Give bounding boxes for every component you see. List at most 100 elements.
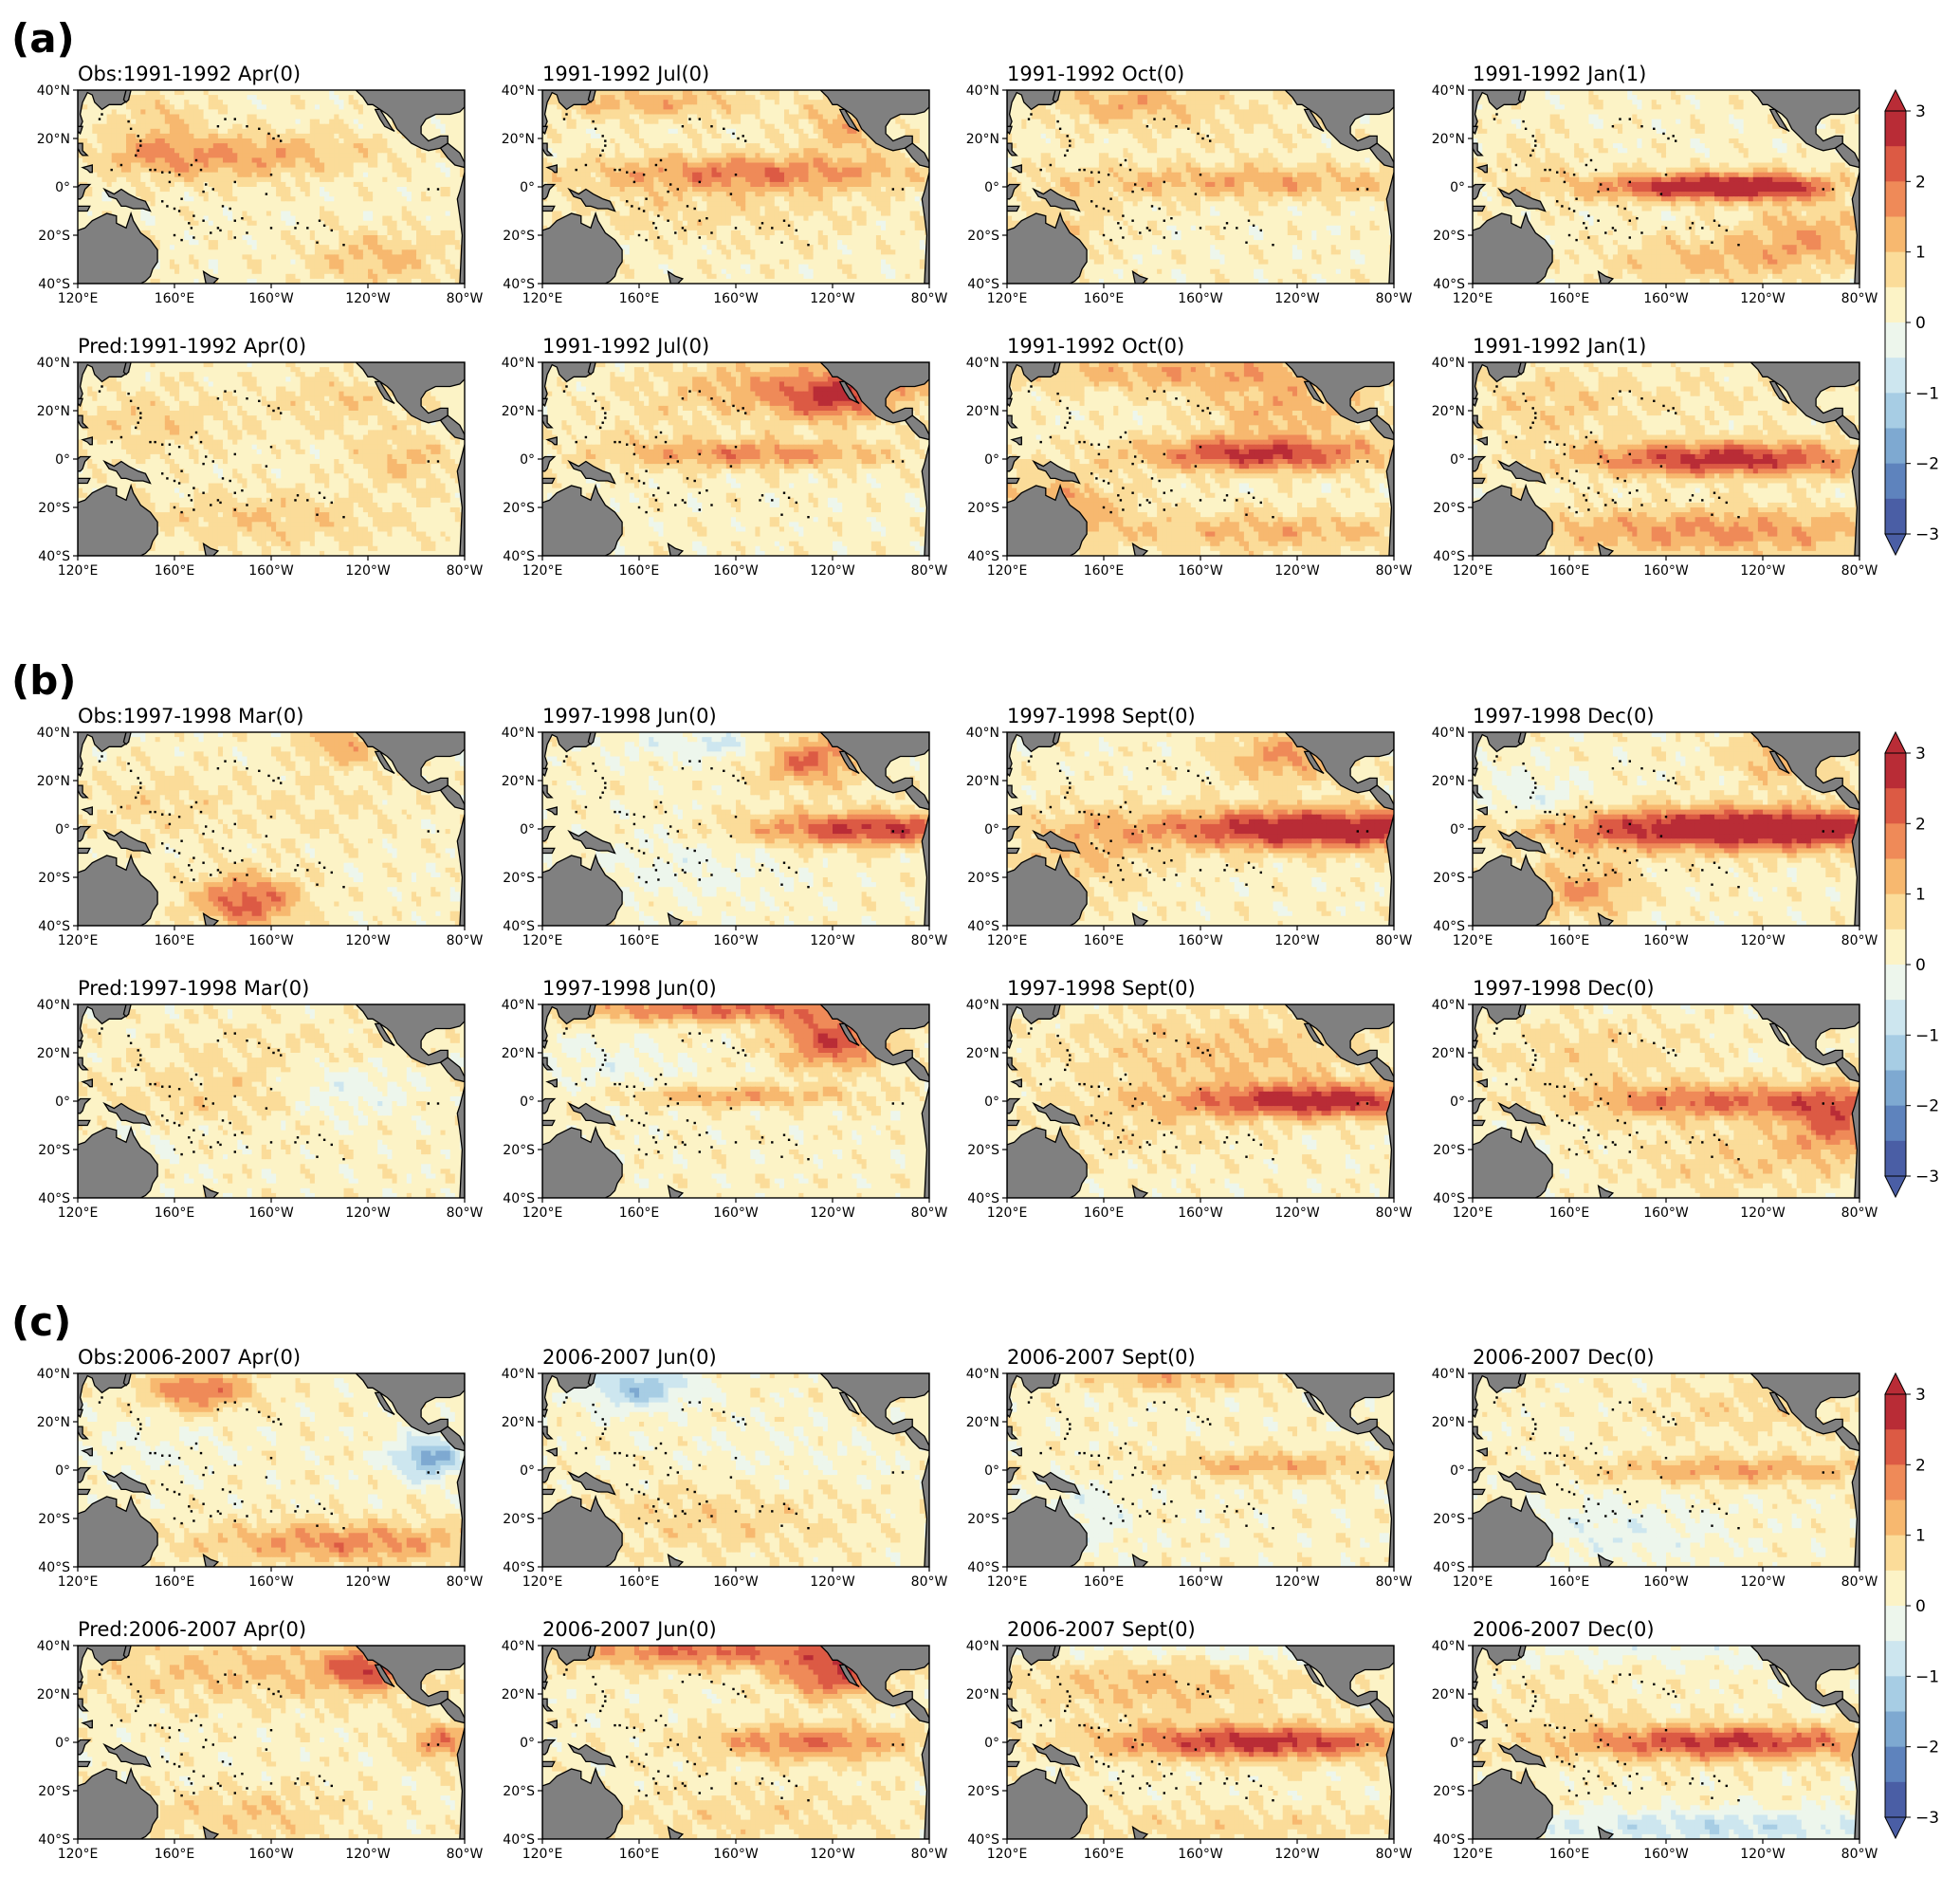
y-tick-label: 40°S bbox=[967, 277, 999, 292]
island-dot bbox=[1607, 1102, 1609, 1104]
island-dot bbox=[1597, 1134, 1599, 1136]
island-dot bbox=[1207, 407, 1209, 409]
island-dot bbox=[1665, 227, 1667, 229]
island-dot bbox=[1109, 1481, 1111, 1483]
island-dot bbox=[1662, 1416, 1664, 1418]
island-dot bbox=[1090, 1114, 1092, 1116]
island-dot bbox=[270, 1510, 272, 1512]
island-dot bbox=[154, 441, 156, 443]
land-mass bbox=[1007, 1489, 1019, 1494]
island-dot bbox=[270, 816, 272, 818]
y-tick-label: 0° bbox=[1450, 822, 1465, 837]
island-dot bbox=[127, 763, 129, 764]
island-dot bbox=[1260, 872, 1262, 874]
island-dot bbox=[1660, 1107, 1662, 1109]
island-dot bbox=[1530, 1438, 1531, 1440]
island-dot bbox=[1236, 1782, 1237, 1784]
colorbar-tick-label: −1 bbox=[1915, 1667, 1939, 1686]
island-dot bbox=[1604, 1515, 1606, 1517]
x-tick-label: 120°W bbox=[1274, 1574, 1320, 1590]
island-dot bbox=[174, 480, 175, 482]
island-dot bbox=[1573, 1729, 1575, 1731]
island-dot bbox=[788, 225, 790, 227]
island-dot bbox=[565, 755, 567, 757]
island-dot bbox=[674, 231, 676, 233]
island-dot bbox=[1159, 480, 1161, 482]
island-dot bbox=[1548, 811, 1550, 813]
island-dot bbox=[1575, 239, 1577, 241]
island-dot bbox=[212, 460, 214, 462]
island-dot bbox=[667, 191, 669, 193]
island-dot bbox=[192, 1498, 194, 1500]
island-dot bbox=[667, 1474, 669, 1476]
island-dot bbox=[669, 825, 671, 827]
island-dot bbox=[1103, 876, 1105, 878]
map-obs-2: 2006-2007 Jun(0)120°E 160°E 160°W 120°W 80°W… bbox=[502, 1346, 948, 1590]
island-dot bbox=[1629, 492, 1631, 494]
island-dot bbox=[111, 1452, 113, 1454]
y-tick-label: 20°S bbox=[38, 1512, 70, 1527]
island-dot bbox=[1585, 227, 1587, 229]
island-dot bbox=[192, 236, 194, 238]
x-tick-label: 160°E bbox=[155, 1205, 195, 1221]
island-dot bbox=[1170, 489, 1172, 491]
island-dot bbox=[316, 514, 318, 516]
island-dot bbox=[1573, 1765, 1575, 1767]
x-tick-label: 160°W bbox=[713, 291, 759, 306]
island-dot bbox=[1226, 864, 1228, 866]
island-dot bbox=[1673, 1049, 1675, 1051]
island-dot bbox=[272, 138, 274, 139]
colorbar-segment bbox=[1885, 252, 1906, 288]
island-dot bbox=[1117, 864, 1119, 866]
island-dot bbox=[796, 230, 797, 231]
island-dot bbox=[1067, 792, 1069, 794]
island-dot bbox=[682, 1681, 684, 1683]
island-dot bbox=[1109, 840, 1111, 842]
island-dot bbox=[246, 1408, 247, 1410]
island-dot bbox=[699, 1464, 701, 1466]
island-dot bbox=[595, 400, 596, 402]
y-tick-label: 40°N bbox=[37, 83, 70, 99]
island-dot bbox=[1718, 1139, 1720, 1141]
island-dot bbox=[1624, 1491, 1626, 1493]
island-dot bbox=[602, 407, 604, 409]
island-dot bbox=[1059, 400, 1061, 402]
island-dot bbox=[1028, 390, 1030, 392]
island-dot bbox=[1614, 1144, 1616, 1146]
island-dot bbox=[1197, 405, 1199, 407]
colorbar-tick-label: 1 bbox=[1915, 886, 1926, 905]
island-dot bbox=[1090, 444, 1092, 446]
island-dot bbox=[1612, 1681, 1614, 1683]
island-dot bbox=[195, 1715, 197, 1717]
island-dot bbox=[1583, 1136, 1584, 1138]
island-dot bbox=[1629, 878, 1631, 880]
island-dot bbox=[1163, 118, 1165, 120]
island-dot bbox=[1534, 1054, 1536, 1056]
y-tick-label: 20°N bbox=[966, 1046, 999, 1061]
island-dot bbox=[161, 1727, 163, 1729]
island-dot bbox=[735, 1782, 737, 1784]
island-dot bbox=[1568, 1518, 1570, 1519]
island-dot bbox=[1146, 1040, 1148, 1041]
island-dot bbox=[270, 1782, 272, 1784]
y-tick-label: 20°S bbox=[967, 1143, 999, 1158]
island-dot bbox=[710, 504, 712, 506]
island-dot bbox=[633, 814, 635, 816]
y-tick-label: 20°N bbox=[37, 1415, 70, 1430]
island-dot bbox=[563, 1401, 565, 1403]
island-dot bbox=[1131, 220, 1133, 222]
island-dot bbox=[1163, 220, 1165, 222]
island-dot bbox=[1575, 470, 1577, 472]
island-dot bbox=[1600, 1739, 1602, 1740]
x-tick-label: 160°E bbox=[619, 1574, 660, 1590]
island-dot bbox=[665, 1083, 667, 1085]
island-dot bbox=[297, 1505, 299, 1507]
island-dot bbox=[1544, 1083, 1546, 1085]
island-dot bbox=[210, 1787, 211, 1789]
y-tick-label: 40°N bbox=[1432, 1639, 1465, 1654]
y-tick-label: 0° bbox=[984, 180, 999, 195]
island-dot bbox=[667, 492, 669, 494]
island-dot bbox=[166, 205, 168, 207]
y-tick-label: 20°N bbox=[1432, 1687, 1465, 1702]
island-dot bbox=[1544, 1452, 1546, 1454]
